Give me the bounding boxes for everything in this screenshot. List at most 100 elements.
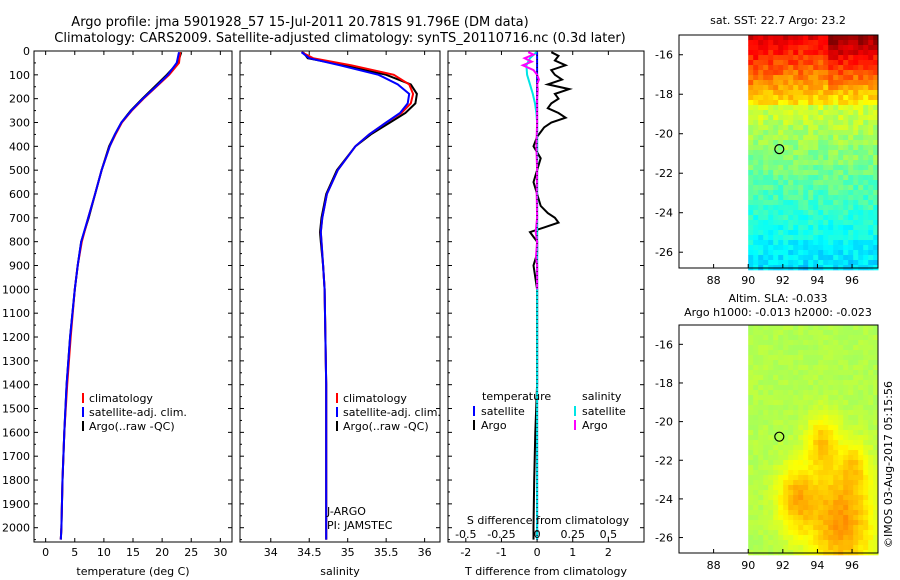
heatmap-cell [838,440,844,446]
heatmap-cell [823,100,829,106]
heatmap-cell [783,200,789,206]
plot-frame [447,50,645,543]
heatmap-cell [813,545,819,551]
heatmap-cell [823,215,829,221]
heatmap-cell [773,75,779,81]
heatmap-cell [753,365,759,371]
heatmap-cell [793,185,799,191]
heatmap-cell [843,180,849,186]
heatmap-cell [768,365,774,371]
heatmap-cell [793,450,799,456]
heatmap-cell [803,250,809,256]
heatmap-cell [753,185,759,191]
heatmap-cell [848,445,854,451]
heatmap-cell [823,90,829,96]
heatmap-cell [748,70,754,76]
heatmap-cell [818,525,824,531]
heatmap-cell [843,65,849,71]
heatmap-cell [828,485,834,491]
heatmap-cell [778,470,784,476]
heatmap-cell [868,480,874,486]
heatmap-cell [843,490,849,496]
heatmap-cell [763,430,769,436]
heatmap-cell [753,225,759,231]
heatmap-cell [843,420,849,426]
heatmap-cell [808,440,814,446]
heatmap-cell [748,110,754,116]
heatmap-cell [843,455,849,461]
heatmap-cell [828,355,834,361]
heatmap-cell [823,385,829,391]
heatmap-cell [748,495,754,501]
heatmap-cell [823,65,829,71]
heatmap-cell [788,360,794,366]
heatmap-cell [778,140,784,146]
heatmap-cell [758,180,764,186]
heatmap-cell [758,40,764,46]
y-tick-label: 600 [9,188,30,201]
heatmap-cell [803,105,809,111]
heatmap-cell [833,520,839,526]
heatmap-cell [753,165,759,171]
heatmap-cell [793,190,799,196]
heatmap-cell [838,470,844,476]
heatmap-cell [828,375,834,381]
heatmap-cell [783,95,789,101]
x-tick-label: -1 [496,546,507,559]
heatmap-cell [813,50,819,56]
heatmap-cell [783,225,789,231]
heatmap-cell [863,255,869,261]
heatmap-cell [763,245,769,251]
heatmap-cell [783,355,789,361]
heatmap-cell [873,210,879,216]
heatmap-cell [843,230,849,236]
heatmap-cell [848,180,854,186]
heatmap-cell [793,210,799,216]
heatmap-cell [778,530,784,536]
heatmap-cell [778,395,784,401]
heatmap-cell [863,95,869,101]
heatmap-cell [768,450,774,456]
heatmap-cell [773,125,779,131]
heatmap-cell [853,520,859,526]
heatmap-cell [753,510,759,516]
heatmap-cell [798,185,804,191]
heatmap-cell [823,200,829,206]
heatmap-cell [818,325,824,331]
heatmap-cell [858,155,864,161]
heatmap-cell [768,115,774,121]
y-tick-label: 200 [9,93,30,106]
heatmap-cell [768,440,774,446]
heatmap-cell [773,495,779,501]
heatmap-cell [838,75,844,81]
heatmap-cell [823,55,829,61]
heatmap-cell [828,100,834,106]
heatmap-cell [773,425,779,431]
heatmap-cell [768,35,774,41]
heatmap-cell [828,435,834,441]
heatmap-cell [758,535,764,541]
heatmap-cell [873,415,879,421]
heatmap-cell [798,360,804,366]
heatmap-cell [858,110,864,116]
heatmap-cell [818,380,824,386]
heatmap-cell [863,70,869,76]
heatmap-cell [783,400,789,406]
heatmap-cell [868,195,874,201]
heatmap-cell [808,115,814,121]
heatmap-cell [833,140,839,146]
x-tick-label: 35 [341,546,355,559]
heatmap-cell [813,515,819,521]
heatmap-cell [773,470,779,476]
heatmap-cell [758,470,764,476]
heatmap-cell [818,375,824,381]
heatmap-cell [773,90,779,96]
heatmap-cell [788,120,794,126]
heatmap-cell [753,505,759,511]
heatmap-cell [833,85,839,91]
heatmap-cell [808,85,814,91]
heatmap-cell [838,125,844,131]
heatmap-cell [868,405,874,411]
legend-heading-salinity: salinity [582,390,622,403]
heatmap-cell [858,350,864,356]
